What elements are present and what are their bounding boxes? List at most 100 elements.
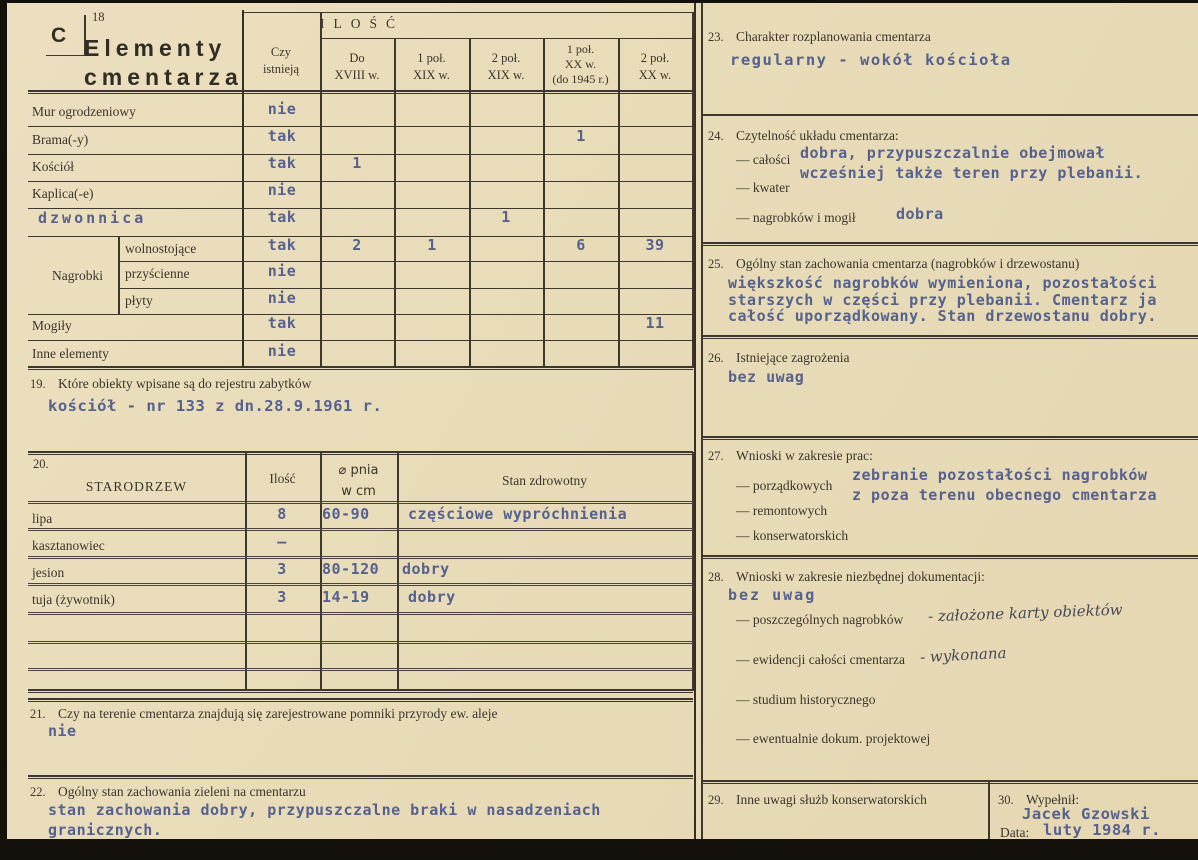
dash-item-individual-graves: — poszczególnych nagrobków: [736, 612, 904, 627]
grid-line: [118, 288, 693, 290]
section-label: Charakter rozplanowania cmentarza: [736, 29, 931, 44]
row-label: Kościół: [32, 159, 74, 174]
row-exists-value: tak: [267, 127, 297, 145]
grid-line: [28, 154, 693, 156]
column-header-health: Stan zdrowotny: [501, 473, 588, 488]
grid-line: [320, 452, 322, 691]
column-header-period-3: 2 poł. XIX w.: [487, 51, 525, 82]
grid-line: [397, 452, 399, 691]
grid-line: [988, 781, 990, 839]
section-label: Istniejące zagrożenia: [736, 350, 850, 365]
row-sublabel: wolnostojące: [125, 241, 197, 256]
divider-line: [701, 114, 1198, 116]
divider-line: [701, 780, 1198, 784]
section-number: 29.: [708, 793, 724, 807]
grid-line: [469, 38, 471, 368]
section-label: Ogólny stan zachowania cmentarza (nagrob…: [736, 256, 1080, 271]
grid-line: [543, 38, 545, 368]
corner-mark: [84, 15, 86, 55]
grid-line: [242, 12, 693, 14]
tree-qty: 3: [277, 588, 287, 606]
column-header-period-5: 2 poł. XX w.: [638, 51, 672, 82]
section-number: 27.: [708, 449, 724, 463]
section-number: 25.: [708, 257, 724, 271]
tree-name: lipa: [32, 511, 53, 526]
form-corner-letter: C: [51, 24, 67, 47]
grid-line: [28, 181, 693, 183]
date-value: luty 1984 r.: [1043, 821, 1161, 839]
tree-qty: 8: [277, 505, 287, 523]
dash-item-quarters: — kwater: [736, 180, 790, 195]
grid-line: [28, 236, 693, 238]
grid-line: [28, 126, 693, 128]
column-header-exists: Czy istnieją: [262, 45, 300, 76]
divider-line: [28, 775, 693, 779]
section-value-typed: regularny - wokół kościoła: [730, 51, 1012, 69]
section-value-typed: stan zachowania dobry, przypuszczalne br…: [48, 801, 601, 839]
row-quantity-value: 1: [501, 208, 511, 226]
tree-health: dobry: [408, 588, 456, 606]
grid-line: [28, 556, 693, 559]
tree-diameter: 60-90: [322, 505, 370, 523]
grid-line: [320, 38, 693, 40]
section-value-typed: bez uwag: [728, 368, 805, 386]
row-label: Inne elementy: [32, 346, 109, 361]
grid-line: [28, 208, 693, 210]
quantity-header: ILOŚĆ: [320, 16, 405, 31]
dash-item-tidying-value: zebranie pozostałości nagrobków z poza t…: [852, 466, 1157, 504]
section-number: 26.: [708, 351, 724, 365]
row-label-typed: dzwonnica: [38, 209, 147, 227]
row-quantity-value: 1: [427, 236, 437, 254]
tree-name: jesion: [32, 565, 65, 580]
dash-item-graves: — nagrobków i mogił: [736, 210, 856, 225]
section-number: 20.: [33, 457, 49, 471]
row-exists-value: nie: [267, 100, 297, 118]
dash-item-repair: — remontowych: [736, 503, 828, 518]
section-label: Czytelność układu cmentarza:: [736, 128, 899, 143]
section-number: 19.: [30, 377, 46, 391]
tree-diameter: 14-19: [322, 588, 370, 606]
row-quantity-value: 1: [352, 154, 362, 172]
grid-line: [28, 314, 693, 316]
section-number: 21.: [30, 707, 46, 721]
row-label: Mur ogrodzeniowy: [32, 104, 136, 119]
grid-line: [28, 528, 693, 531]
divider-line: [701, 335, 1198, 339]
row-sublabel: płyty: [125, 293, 153, 308]
divider-line: [701, 555, 1198, 559]
row-quantity-value: 2: [352, 236, 362, 254]
grid-line: [692, 12, 694, 368]
page-title: Elementy cmentarza: [84, 35, 243, 90]
section-label: Inne uwagi służb konserwatorskich: [736, 792, 927, 807]
section-number: 30.: [998, 793, 1014, 807]
column-header-period-4: 1 poł. XX w. (do 1945 r.): [552, 42, 609, 86]
row-quantity-value: 1: [576, 127, 586, 145]
section-value-typed: kościół - nr 133 z dn.28.9.1961 r.: [48, 397, 383, 415]
grid-line: [394, 38, 396, 368]
dash-item-tidying: — porządkowych: [736, 478, 833, 493]
section-value-typed: większkość nagrobków wymieniona, pozosta…: [728, 274, 1157, 325]
dash-item-whole-value: dobra, przypuszczalnie obejmował wcześni…: [800, 144, 1144, 182]
section-value-typed: nie: [48, 722, 77, 740]
section-label: Ogólny stan zachowania zieleni na cmenta…: [58, 784, 306, 799]
column-header-period-2: 1 poł. XIX w.: [413, 51, 450, 82]
row-label: Mogiły: [32, 318, 72, 333]
dash-item-study: — studium historycznego: [736, 692, 876, 707]
date-label: Data:: [1000, 825, 1030, 840]
divider-line: [701, 242, 1198, 246]
row-label: Brama(-y): [32, 132, 89, 147]
row-exists-value: tak: [267, 236, 297, 254]
tree-diameter: 80-120: [322, 560, 380, 578]
corner-mark: [46, 55, 86, 57]
row-exists-value: nie: [267, 181, 297, 199]
section-label: Wnioski w zakresie niezbędnej dokumentac…: [736, 569, 985, 584]
grid-line: [618, 38, 620, 368]
tree-health: częściowe wypróchnienia: [408, 505, 628, 523]
grid-line: [118, 237, 120, 315]
section-number: 22.: [30, 785, 46, 799]
section-label: Wnioski w zakresie prac:: [736, 448, 873, 463]
tree-name: tuja (żywotnik): [32, 592, 115, 607]
row-group-label: Nagrobki: [52, 268, 103, 283]
filled-by-label: Wypełnił:: [1026, 792, 1080, 807]
